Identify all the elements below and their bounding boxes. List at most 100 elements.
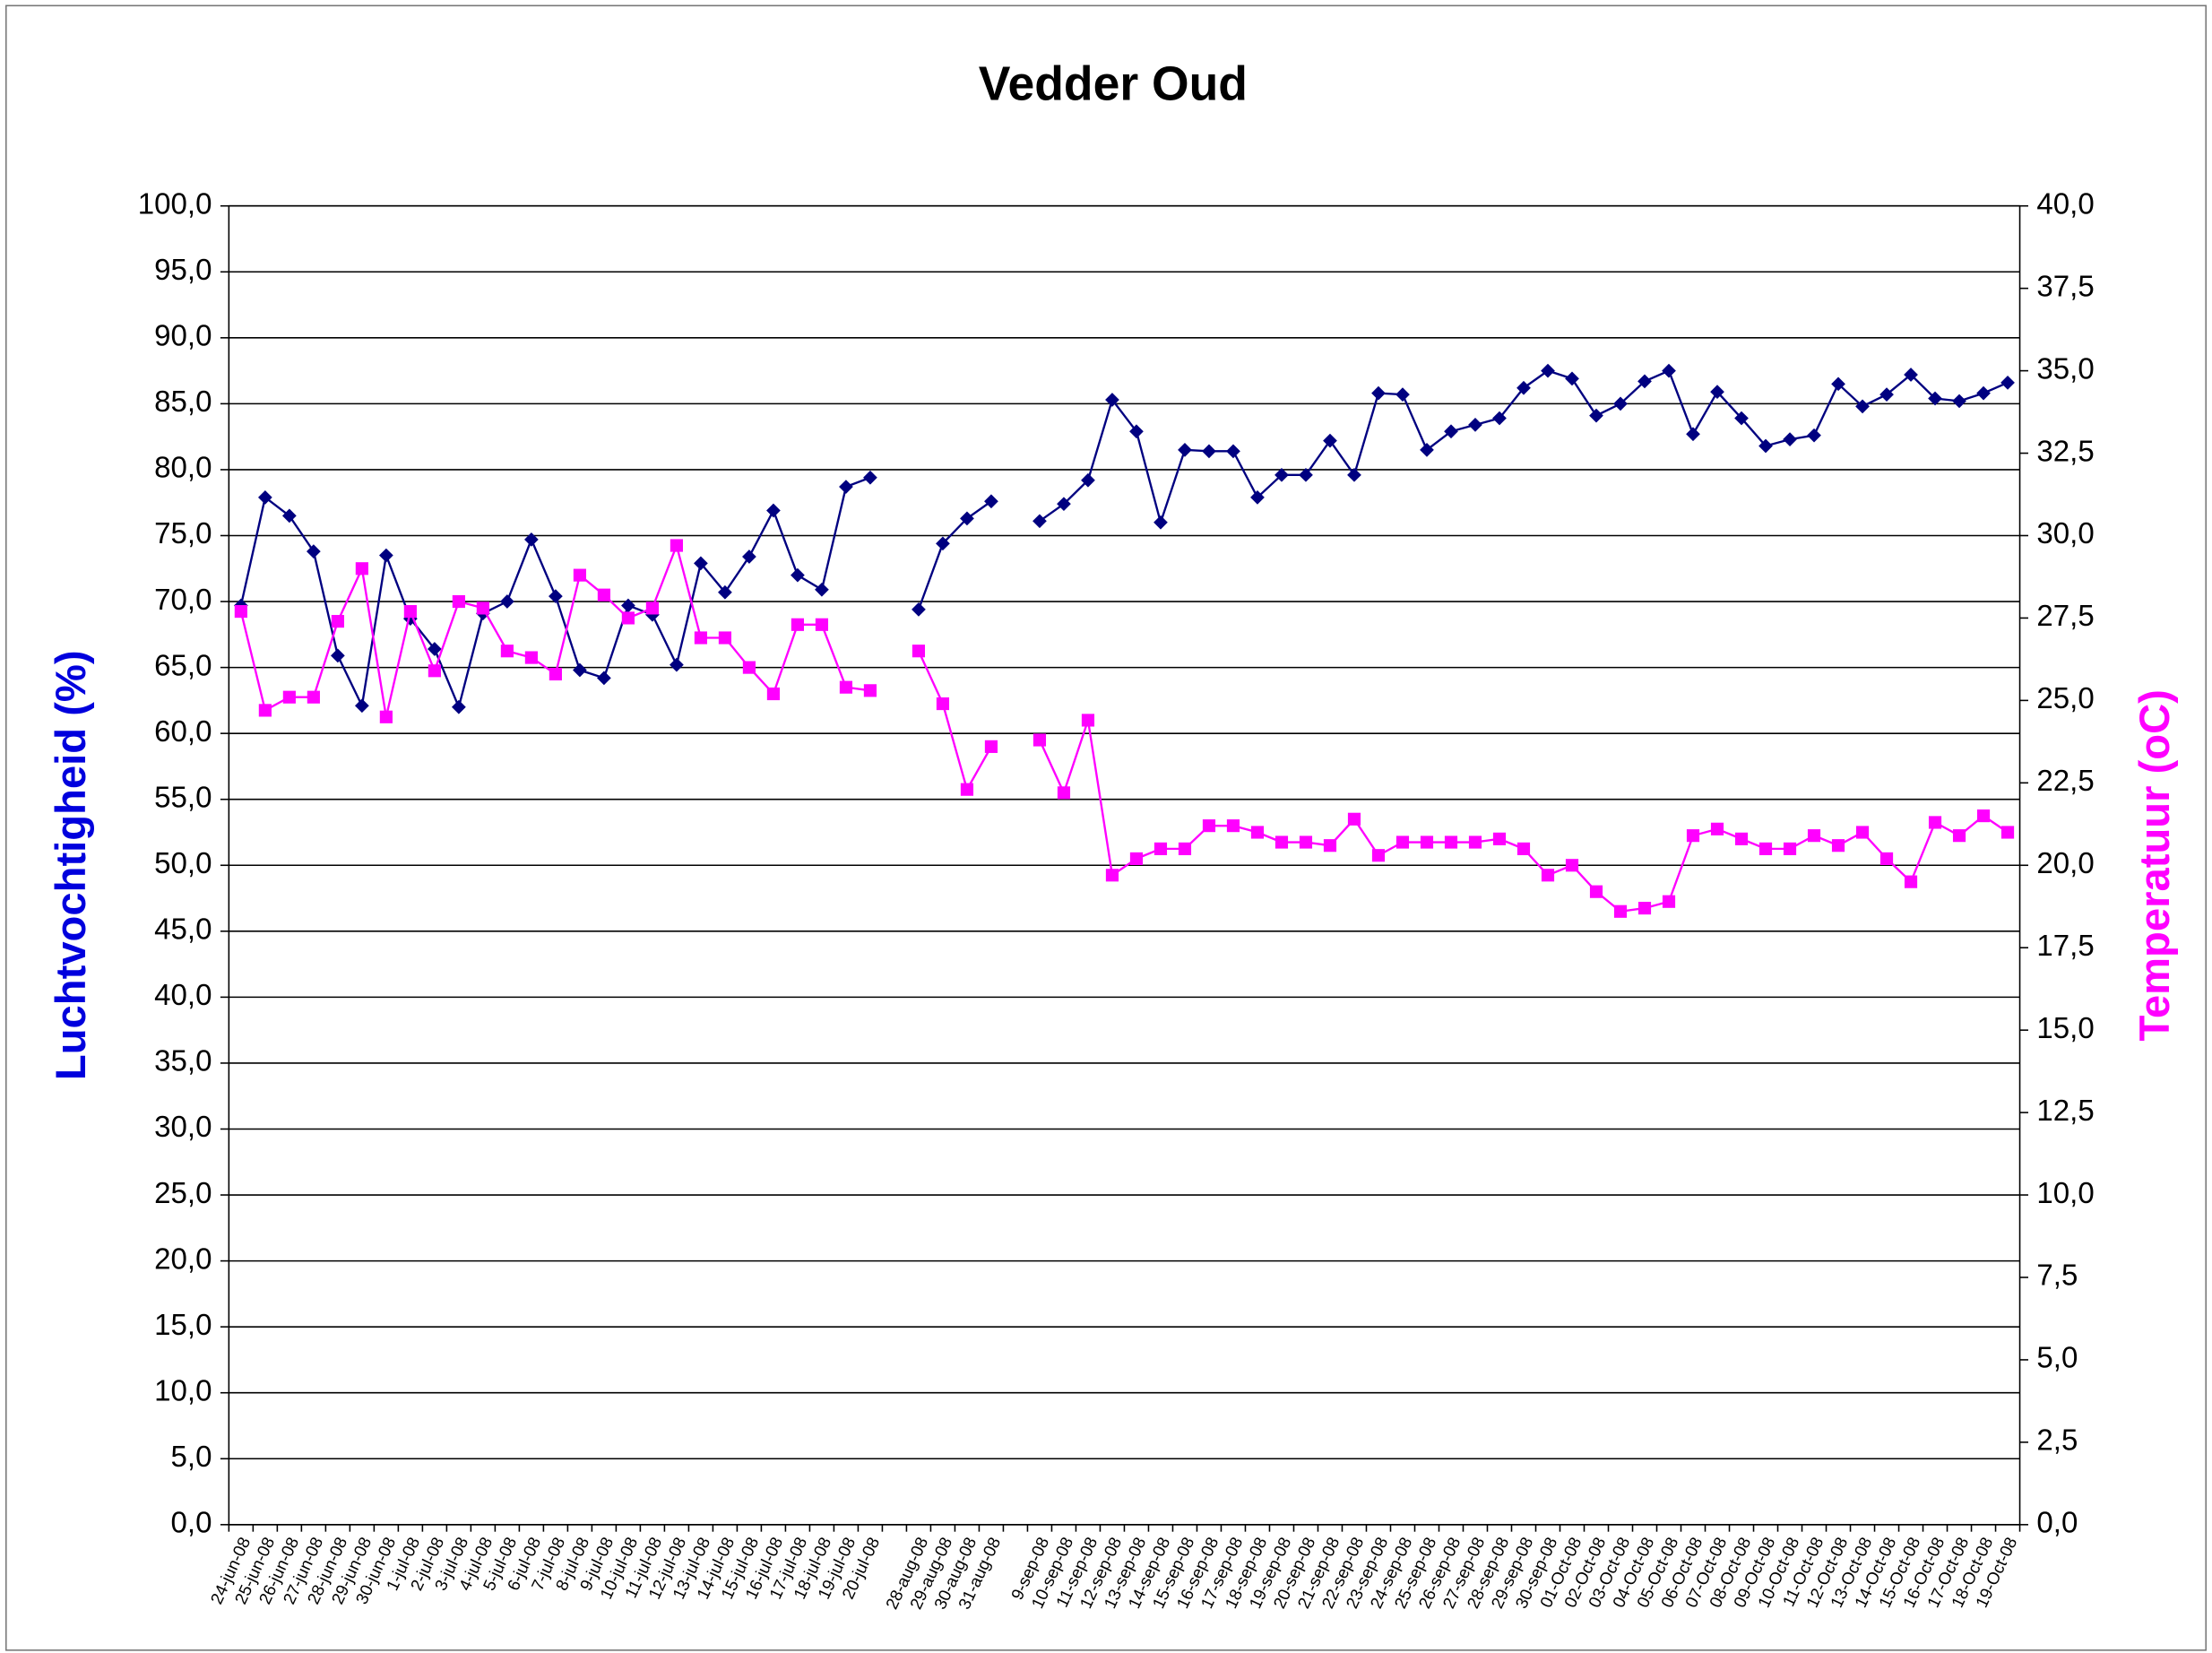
point-marker (1855, 826, 1870, 839)
y-tick-label: 80,0 (154, 452, 212, 485)
point-marker (1202, 444, 1216, 459)
point-marker (282, 690, 296, 704)
point-marker (307, 690, 320, 704)
point-marker (621, 611, 635, 625)
point-marker (839, 680, 853, 694)
point-marker (1105, 869, 1119, 882)
y2-tick-label: 30,0 (2036, 517, 2094, 550)
point-marker (1468, 418, 1482, 432)
point-marker (1686, 829, 1700, 843)
point-marker (936, 697, 950, 711)
point-marker (1420, 835, 1434, 849)
point-marker (573, 568, 586, 582)
point-marker (1928, 816, 1942, 829)
y2-tick-label: 40,0 (2036, 187, 2094, 221)
point-marker (791, 567, 805, 583)
y-tick-label: 5,0 (171, 1441, 212, 1474)
y-tick-label: 85,0 (154, 385, 212, 419)
point-marker (1395, 387, 1410, 402)
y2-tick-label: 15,0 (2036, 1012, 2094, 1045)
point-marker (1154, 515, 1168, 530)
y2-tick-label: 2,5 (2036, 1424, 2078, 1458)
point-marker (1347, 812, 1361, 826)
point-marker (1492, 411, 1507, 426)
y2-tick-label: 25,0 (2036, 682, 2094, 715)
point-marker (815, 582, 829, 597)
point-marker (1831, 376, 1845, 392)
point-marker (1178, 842, 1192, 855)
y-tick-label: 35,0 (154, 1045, 212, 1078)
y-tick-label: 100,0 (138, 187, 212, 221)
point-marker (1444, 424, 1458, 439)
point-marker (1831, 839, 1845, 852)
point-marker (1613, 396, 1628, 411)
point-marker (863, 470, 877, 485)
point-marker (1904, 875, 1918, 888)
y2-tick-label: 37,5 (2036, 270, 2094, 303)
point-marker (1202, 819, 1216, 833)
point-marker (1057, 497, 1071, 512)
point-marker (2000, 826, 2015, 839)
point-marker (912, 645, 926, 658)
point-marker (1516, 380, 1531, 395)
point-marker (912, 602, 926, 617)
point-marker (1783, 432, 1797, 446)
y-tick-label: 90,0 (154, 320, 212, 353)
point-marker (1395, 835, 1410, 849)
point-marker (1299, 835, 1313, 849)
point-marker (1637, 901, 1652, 915)
point-marker (1323, 839, 1337, 852)
y-tick-label: 15,0 (154, 1309, 212, 1342)
point-marker (573, 662, 587, 678)
point-marker (1807, 428, 1821, 443)
point-marker (428, 642, 442, 656)
point-marker (984, 494, 998, 509)
point-marker (1928, 391, 1942, 406)
point-marker (1734, 832, 1749, 845)
y-tick-label: 10,0 (154, 1374, 212, 1407)
point-marker (718, 631, 731, 645)
point-marker (258, 704, 272, 717)
y2-tick-label: 0,0 (2036, 1507, 2078, 1540)
point-marker (331, 615, 344, 628)
point-marker (1686, 427, 1700, 442)
y2-tick-label: 22,5 (2036, 765, 2094, 798)
point-marker (815, 618, 829, 631)
point-marker (1734, 411, 1749, 426)
point-marker (379, 710, 393, 723)
y-tick-label: 55,0 (154, 781, 212, 814)
point-marker (1662, 363, 1676, 378)
y2-tick-label: 32,5 (2036, 435, 2094, 468)
point-marker (766, 687, 780, 701)
point-marker (863, 684, 877, 697)
y2-tick-label: 5,0 (2036, 1342, 2078, 1375)
point-marker (1976, 385, 1991, 401)
point-marker (476, 601, 489, 615)
point-marker (1371, 385, 1386, 401)
point-marker (1129, 424, 1144, 439)
point-marker (1613, 904, 1628, 918)
y-tick-label: 40,0 (154, 979, 212, 1012)
point-marker (1758, 438, 1773, 454)
point-marker (1952, 394, 1966, 409)
point-marker (694, 631, 707, 645)
point-marker (1976, 809, 1991, 823)
y-axis-label: Luchtvochtigheid (%) (48, 650, 95, 1080)
point-marker (1178, 443, 1192, 457)
y-tick-label: 45,0 (154, 913, 212, 947)
y2-tick-label: 17,5 (2036, 930, 2094, 963)
point-marker (1057, 786, 1071, 800)
point-marker (355, 562, 368, 576)
y2-tick-label: 20,0 (2036, 847, 2094, 880)
point-marker (524, 651, 538, 664)
point-marker (1710, 822, 1724, 835)
point-marker (1879, 852, 1894, 865)
point-marker (1541, 869, 1555, 882)
point-marker (2000, 375, 2015, 390)
point-marker (1081, 714, 1095, 727)
point-marker (984, 740, 998, 753)
point-marker (597, 588, 610, 601)
point-marker (1541, 363, 1555, 378)
y-tick-label: 65,0 (154, 649, 212, 682)
